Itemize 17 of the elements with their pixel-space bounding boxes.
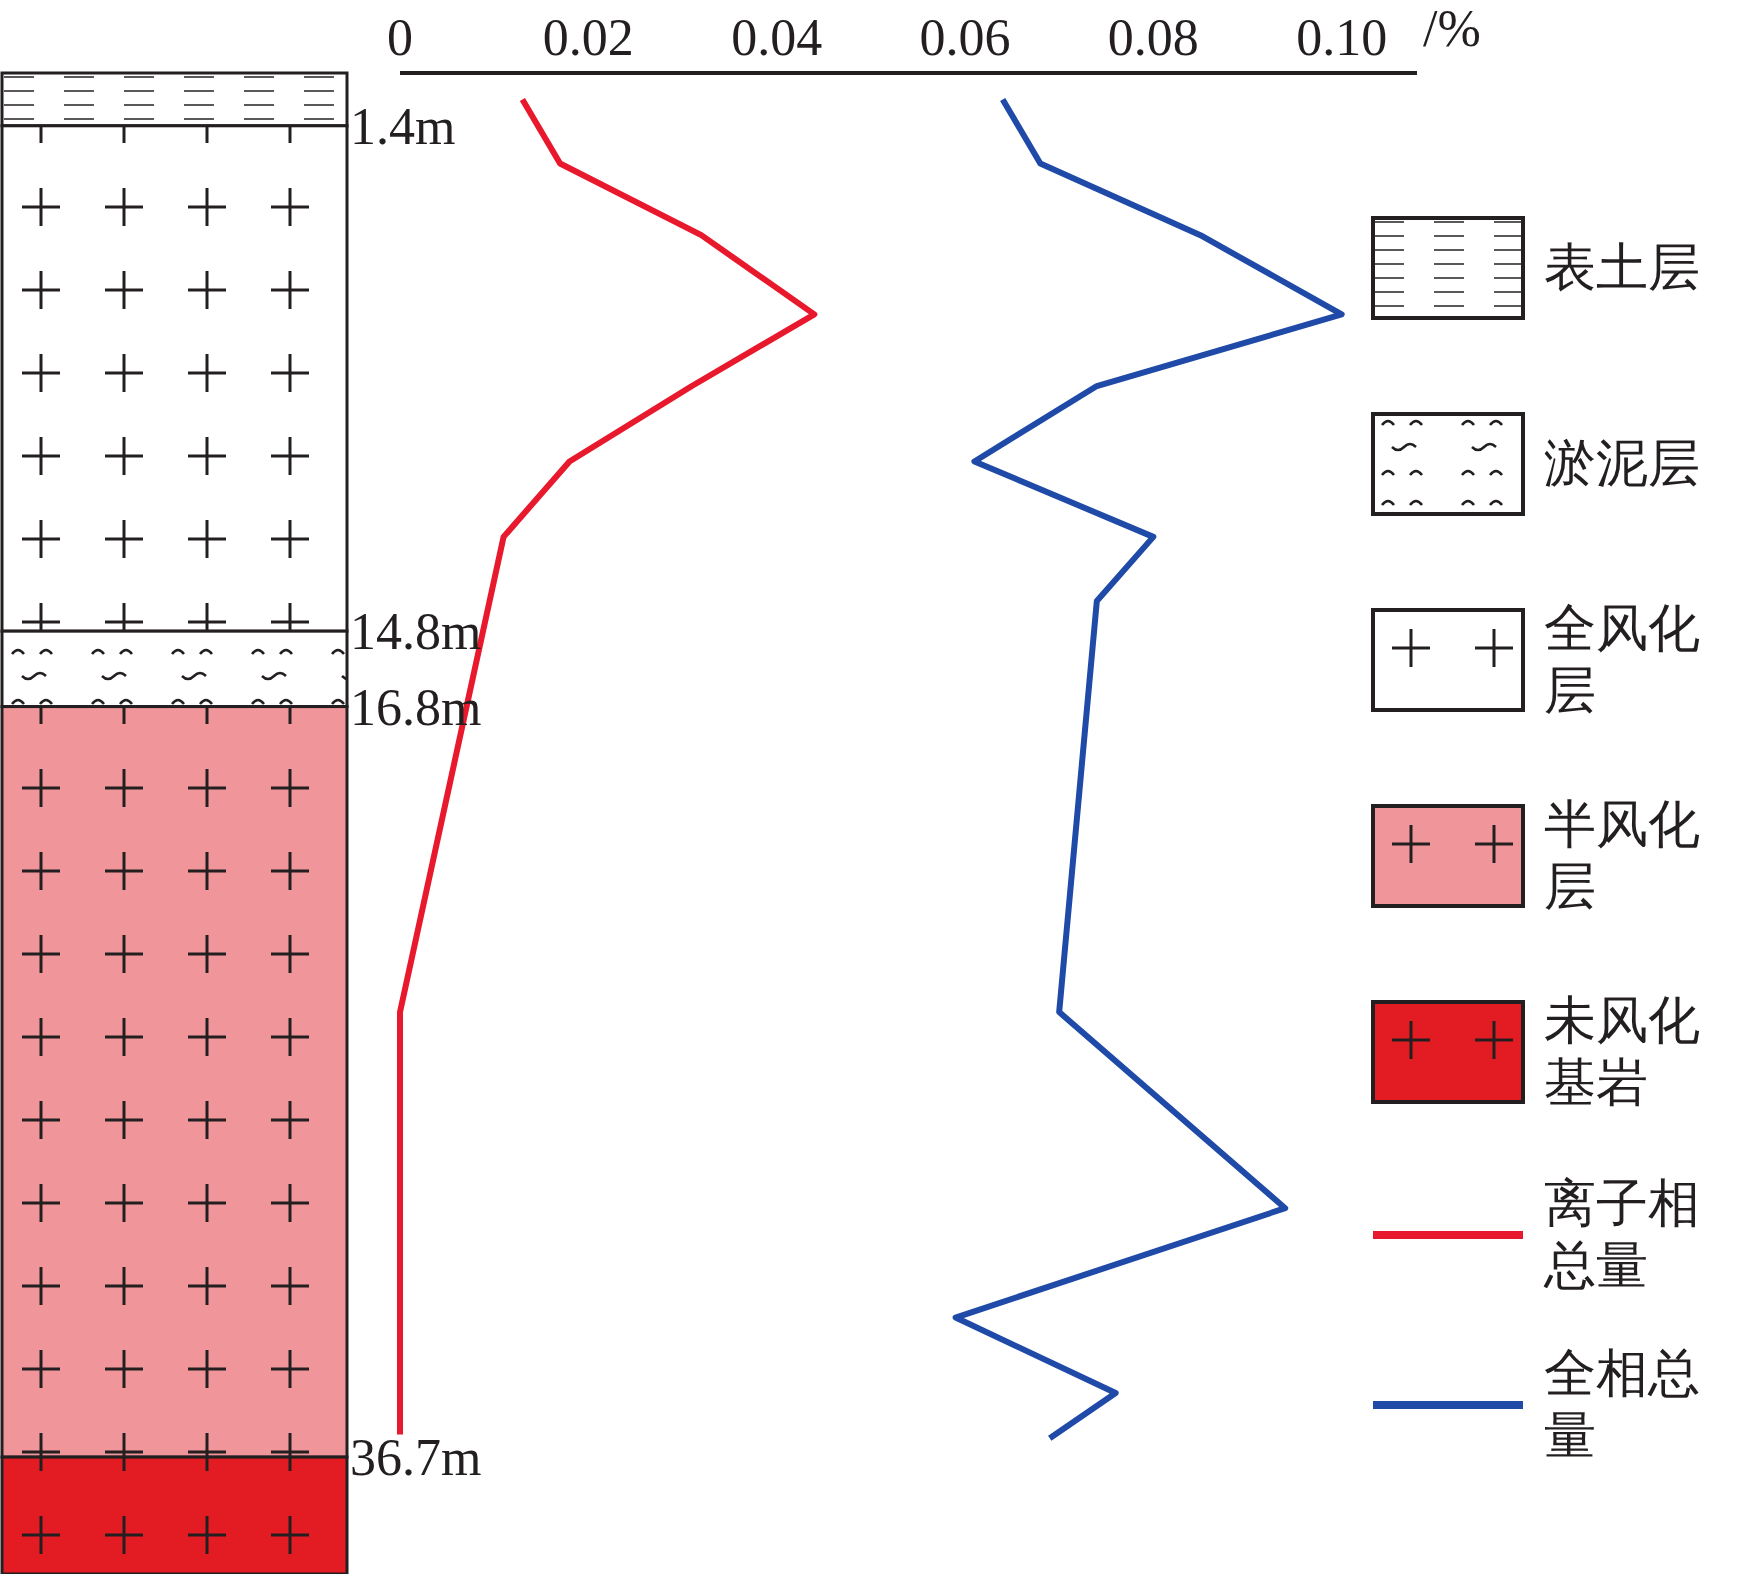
y-tick-label: 14.8m (350, 603, 482, 661)
x-tick-label: 0.06 (919, 9, 1011, 66)
x-tick-label: 0 (387, 9, 413, 66)
text: 未风化基岩 (1544, 991, 1701, 1113)
x-tick-label: 0.04 (731, 9, 823, 66)
y-tick-label: 36.7m (350, 1429, 482, 1487)
x-tick-label: 0.10 (1296, 9, 1388, 66)
text: 全风化层 (1544, 599, 1701, 721)
text: 淤泥层 (1544, 434, 1701, 494)
text: 表土层 (1544, 238, 1701, 298)
legend-label: 全相总量 (1544, 1344, 1701, 1466)
y-tick-label: 1.4m (350, 97, 456, 155)
legend-label: 离子相总量 (1544, 1174, 1701, 1296)
x-tick-label: 0.08 (1107, 9, 1199, 66)
x-tick-label: 0.02 (542, 9, 634, 66)
x-axis-title: /% (1423, 0, 1481, 57)
text: 半风化层 (1544, 795, 1701, 917)
